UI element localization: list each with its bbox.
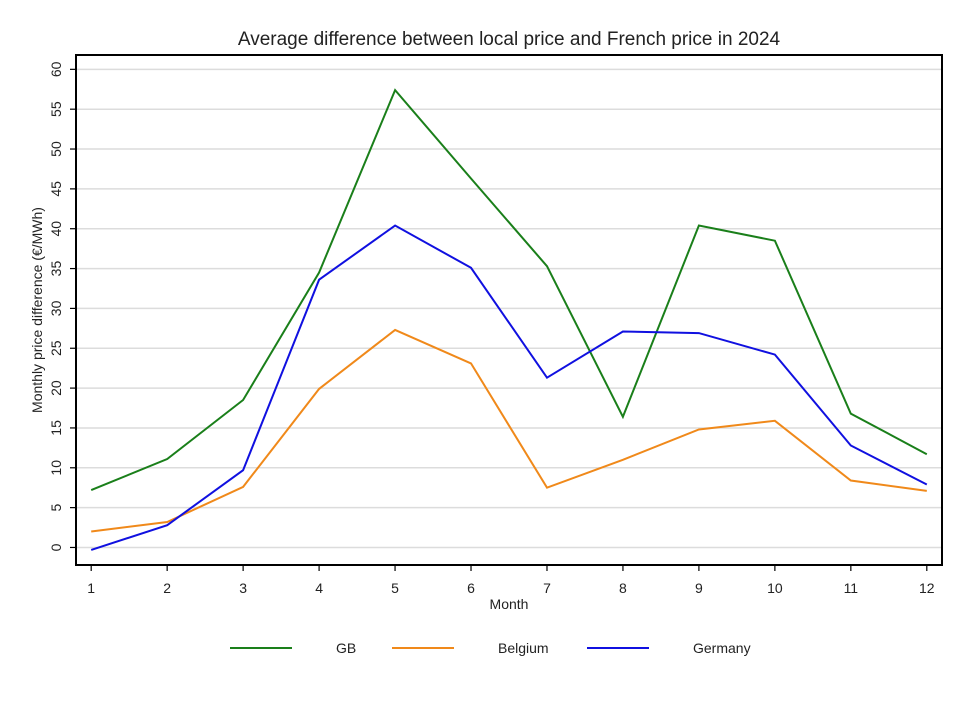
y-tick-label: 0 (48, 543, 64, 551)
y-tick-label: 35 (48, 261, 64, 277)
x-tick-label: 6 (467, 580, 475, 596)
x-tick-label: 4 (315, 580, 323, 596)
y-tick-label: 55 (48, 101, 64, 117)
legend-swatch-germany (587, 647, 649, 649)
y-tick-label: 50 (48, 141, 64, 157)
x-tick-label: 5 (391, 580, 399, 596)
x-tick-label: 7 (543, 580, 551, 596)
series-line-belgium (91, 328, 927, 533)
y-tick-label: 45 (48, 181, 64, 197)
y-tick-label: 10 (48, 460, 64, 476)
x-axis: 1 2 3 4 5 6 7 8 9 10 11 12 (87, 565, 935, 596)
x-tick-label: 11 (844, 580, 859, 596)
y-tick-label: 5 (48, 504, 64, 512)
x-tick-label: 12 (919, 580, 935, 596)
x-tick-label: 8 (619, 580, 627, 596)
y-tick-label: 20 (48, 380, 64, 396)
y-tick-label: 15 (48, 420, 64, 436)
x-tick-label: 2 (163, 580, 171, 596)
y-tick-label: 40 (48, 221, 64, 237)
legend-swatch-gb (230, 647, 292, 649)
plot-frame (75, 54, 943, 566)
y-tick-label: 30 (48, 300, 64, 316)
y-tick-label: 25 (48, 340, 64, 356)
legend-label-belgium: Belgium (498, 640, 549, 656)
x-axis-label: Month (490, 596, 529, 612)
chart-title: Average difference between local price a… (238, 29, 781, 50)
series-line-gb (90, 88, 928, 492)
legend-swatch-belgium (392, 647, 454, 649)
legend-label-germany: Germany (693, 640, 751, 656)
series-line-germany (90, 224, 928, 551)
series-lines (90, 88, 928, 551)
y-tick-label: 60 (48, 61, 64, 77)
legend: GB Belgium Germany (0, 634, 968, 662)
legend-item-gb: GB (230, 634, 356, 662)
gridlines (76, 68, 942, 549)
legend-item-germany: Germany (587, 634, 751, 662)
x-tick-label: 9 (695, 580, 703, 596)
y-axis-label: Monthly price difference (€/MWh) (29, 207, 45, 413)
legend-item-belgium: Belgium (392, 634, 549, 662)
legend-label-gb: GB (336, 640, 357, 656)
x-tick-label: 10 (767, 580, 783, 596)
x-tick-label: 1 (87, 580, 95, 596)
y-axis: 0 5 10 15 20 25 30 35 40 45 50 55 60 (48, 61, 76, 551)
x-tick-label: 3 (239, 580, 247, 596)
